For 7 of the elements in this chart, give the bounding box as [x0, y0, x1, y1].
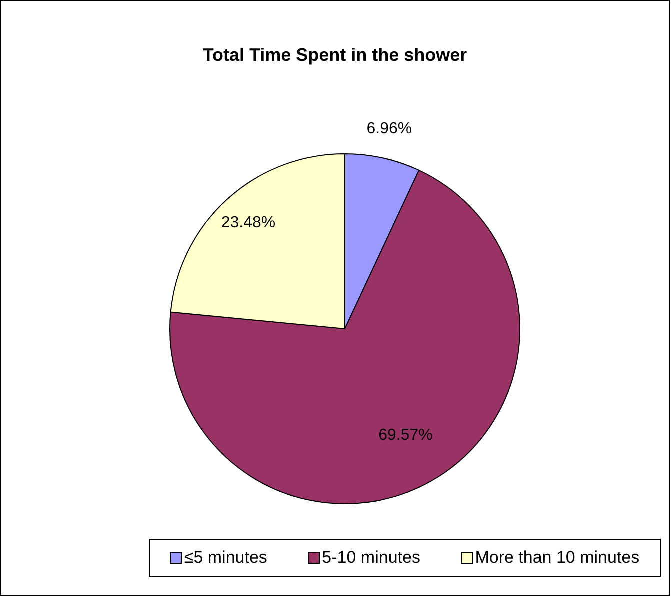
legend-label: ≤5 minutes — [183, 548, 268, 568]
data-label: 69.57% — [378, 426, 433, 444]
legend-label: More than 10 minutes — [474, 548, 640, 568]
data-label: 23.48% — [221, 214, 276, 232]
legend-label: 5-10 minutes — [321, 548, 420, 568]
data-label: 6.96% — [366, 120, 412, 138]
chart-title: Total Time Spent in the shower — [202, 45, 468, 66]
